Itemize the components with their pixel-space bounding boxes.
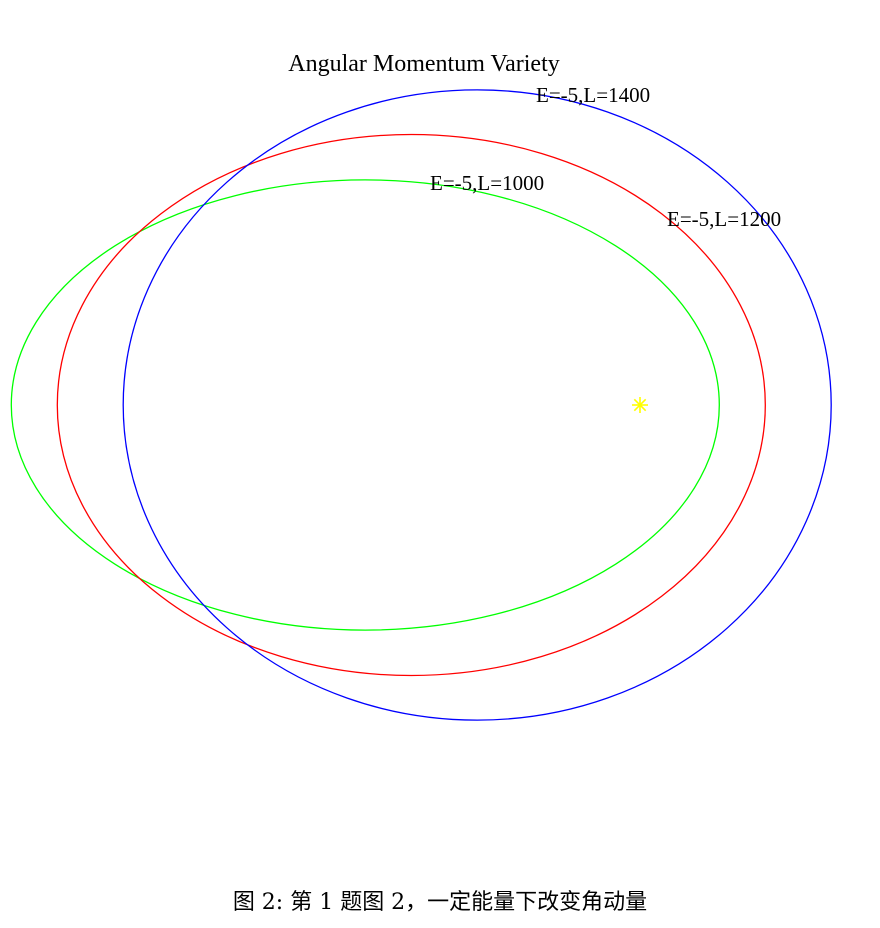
orbit-curve-l1200: [56, 133, 766, 677]
figure-caption: 图 2: 第 1 题图 2，一定能量下改变角动量: [232, 890, 648, 915]
orbit-label-l1200: E=-5,L=1200: [667, 207, 781, 231]
focus-marker: [632, 397, 648, 413]
focus-marker-stroke: [633, 398, 647, 412]
orbit-curve-l1400: [122, 89, 832, 721]
orbit-plot: Angular Momentum Variety E=-5,L=1400 E=-…: [10, 51, 832, 721]
orbit-curve-l1000: [10, 179, 720, 631]
orbit-label-l1000: E=-5,L=1000: [430, 171, 544, 195]
orbit-curves: [10, 89, 832, 721]
chart-title: Angular Momentum Variety: [288, 51, 560, 77]
orbit-label-l1400: E=-5,L=1400: [536, 83, 650, 107]
